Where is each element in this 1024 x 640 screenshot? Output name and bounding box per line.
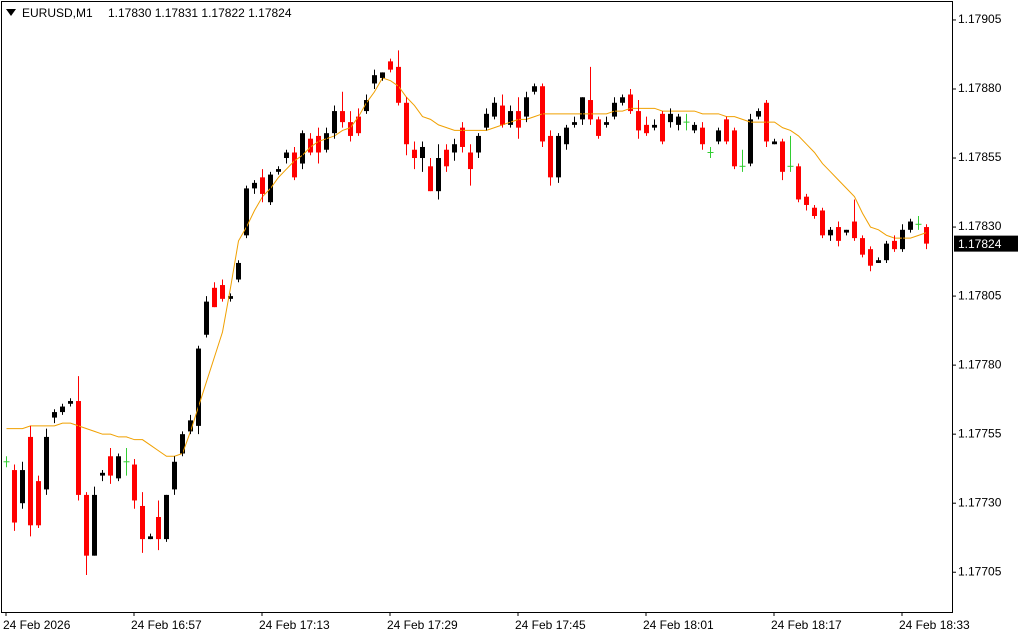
moving-average <box>6 77 927 457</box>
ohlc-header: 1.17830 1.17831 1.17822 1.17824 <box>108 6 292 20</box>
x-tick-label: 24 Feb 2026 <box>3 618 71 632</box>
y-tick-label: 1.17905 <box>958 12 1002 26</box>
x-tick-label: 24 Feb 18:01 <box>643 618 714 632</box>
last-price-label: 1.17824 <box>958 237 1002 251</box>
y-tick-label: 1.17705 <box>958 564 1002 578</box>
y-tick-label: 1.17855 <box>958 150 1002 164</box>
y-tick-label: 1.17730 <box>958 495 1002 509</box>
plot-frame <box>1 1 953 613</box>
chart-title: EURUSD,M1 <box>22 6 93 20</box>
x-tick-label: 24 Feb 18:17 <box>771 618 842 632</box>
y-tick-label: 1.17780 <box>958 357 1002 371</box>
x-tick-label: 24 Feb 17:45 <box>515 618 586 632</box>
y-tick-label: 1.17830 <box>958 219 1002 233</box>
x-tick-label: 24 Feb 17:29 <box>387 618 458 632</box>
x-tick-label: 24 Feb 17:13 <box>259 618 330 632</box>
y-tick-label: 1.17880 <box>958 81 1002 95</box>
last-price-box <box>954 235 1018 252</box>
y-tick-label: 1.17805 <box>958 288 1002 302</box>
y-tick-label: 1.17755 <box>958 426 1002 440</box>
menu-triangle[interactable] <box>6 9 16 16</box>
x-tick-label: 24 Feb 18:33 <box>899 618 970 632</box>
x-tick-label: 24 Feb 16:57 <box>131 618 202 632</box>
